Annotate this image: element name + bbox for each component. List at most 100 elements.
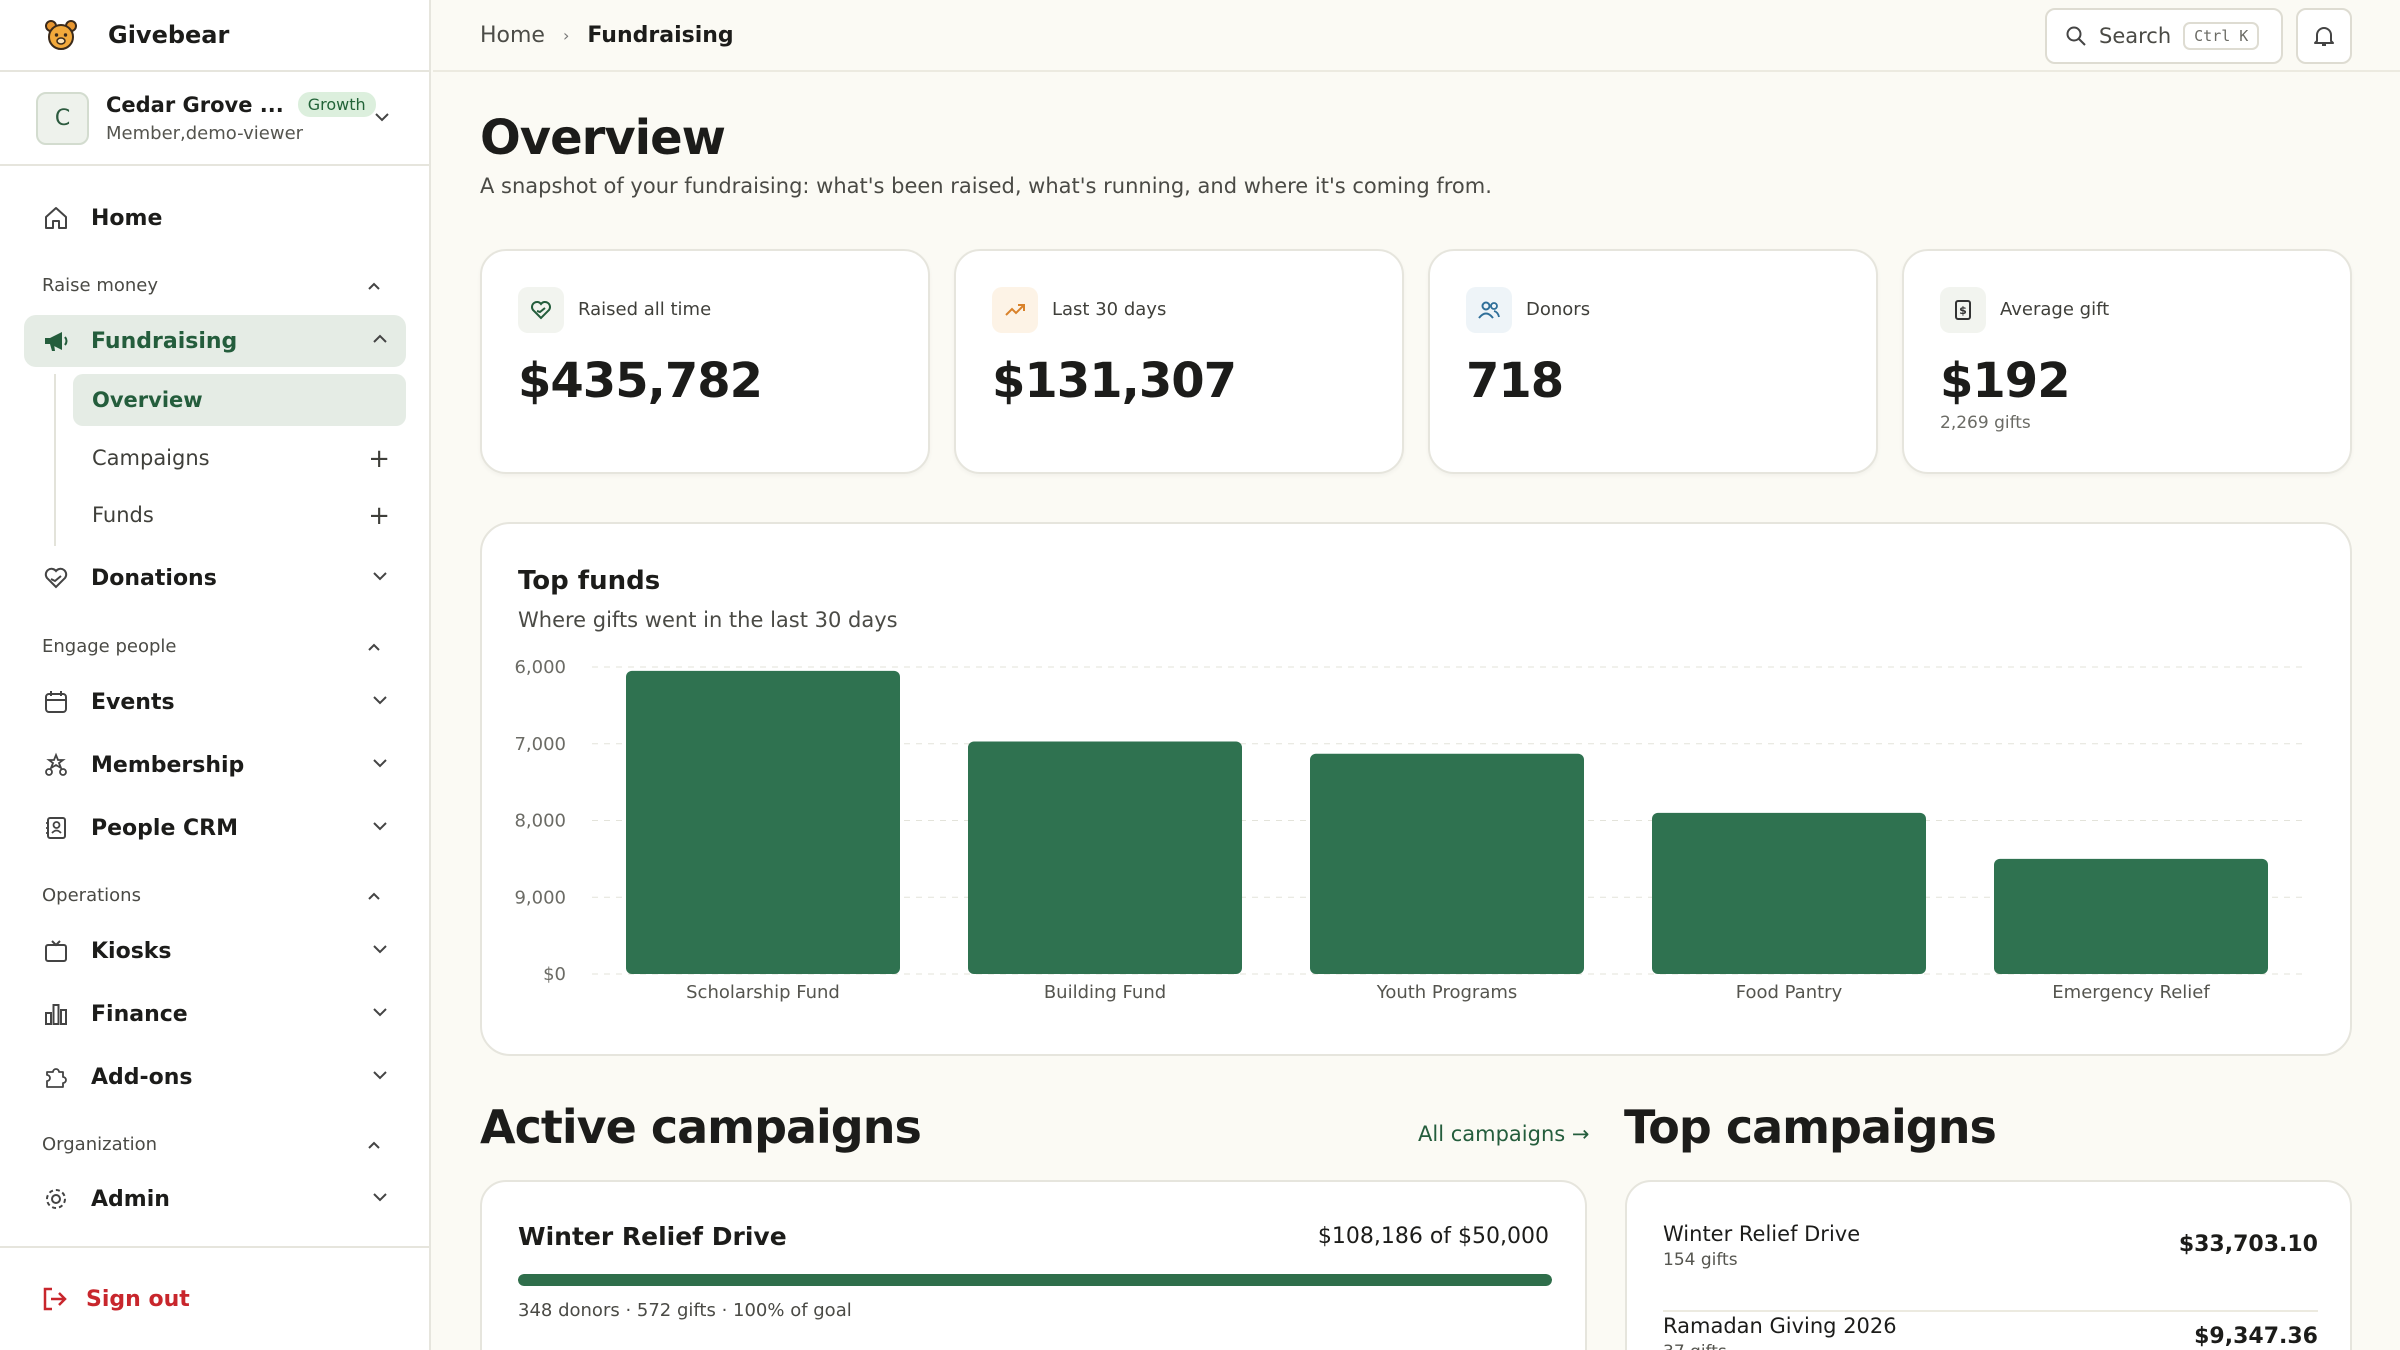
top-campaign-gifts: 37 gifts (1663, 1342, 1727, 1350)
subnav-overview[interactable]: Overview (73, 374, 406, 426)
nav-finance-label: Finance (91, 1001, 188, 1027)
nav-donations[interactable]: Donations (24, 552, 406, 604)
page-title: Overview (480, 110, 726, 166)
sign-out-button[interactable]: Sign out (0, 1246, 431, 1350)
chevron-up-icon (373, 334, 387, 343)
campaign-card[interactable]: Winter Relief Drive $108,186 of $50,000 … (480, 1180, 1587, 1350)
nav-people-crm[interactable]: People CRM (24, 802, 406, 854)
stat-value: $192 (1940, 353, 2071, 409)
nav-admin[interactable]: Admin (24, 1173, 406, 1225)
top-funds-subtitle: Where gifts went in the last 30 days (518, 608, 898, 632)
bar[interactable] (626, 670, 900, 974)
section-engage-people: Engage people (42, 636, 177, 657)
svg-text:$: $ (1959, 304, 1967, 317)
bar[interactable] (1994, 858, 2268, 974)
active-campaigns-title: Active campaigns (480, 1100, 922, 1154)
chevron-up-icon[interactable] (366, 278, 382, 294)
stat-value: $131,307 (992, 353, 1237, 409)
y-tick-label: 7,000 (514, 734, 566, 755)
x-tick-label: Youth Programs (1376, 982, 1518, 1003)
bar[interactable] (968, 741, 1242, 974)
home-icon (42, 204, 70, 232)
subnav-campaigns[interactable]: Campaigns + (73, 432, 406, 484)
gear-icon (42, 1185, 70, 1213)
top-campaign-amount: $33,703.10 (2178, 1232, 2318, 1257)
bar[interactable] (1310, 753, 1584, 974)
nav-membership[interactable]: Membership (24, 739, 406, 791)
org-switcher[interactable]: C Cedar Grove ... Growth Member,demo-view… (0, 72, 429, 166)
chevron-down-icon (373, 759, 387, 768)
campaign-name: Winter Relief Drive (518, 1222, 787, 1251)
add-fund-plus-icon[interactable]: + (368, 501, 390, 531)
chevron-down-icon (373, 1193, 387, 1202)
top-campaign-row[interactable]: Ramadan Giving 2026 37 gifts $9,347.36 (1663, 1312, 2318, 1350)
x-tick-label: Scholarship Fund (686, 982, 840, 1003)
nav-people-crm-label: People CRM (91, 815, 239, 841)
chevron-down-icon (373, 696, 387, 705)
kiosk-icon (42, 937, 70, 965)
nav-addons-label: Add-ons (91, 1064, 193, 1090)
x-tick-label: Emergency Relief (2052, 982, 2210, 1003)
stat-label: Last 30 days (1052, 299, 1167, 320)
heart-hand-icon (518, 287, 564, 333)
nav-admin-label: Admin (91, 1186, 170, 1212)
campaign-meta: 348 donors · 572 gifts · 100% of goal (518, 1300, 852, 1321)
stat-value: 718 (1466, 353, 1564, 409)
nav-fundraising[interactable]: Fundraising (24, 315, 406, 367)
nav-home-label: Home (91, 205, 163, 231)
all-campaigns-link[interactable]: All campaigns → (1418, 1122, 1590, 1146)
subnav-funds[interactable]: Funds + (73, 489, 406, 541)
nav-finance[interactable]: Finance (24, 988, 406, 1040)
heart-hand-icon (42, 564, 70, 592)
section-organization: Organization (42, 1134, 158, 1155)
x-tick-label: Food Pantry (1736, 982, 1843, 1003)
section-operations: Operations (42, 885, 141, 906)
sidebar: Givebear C Cedar Grove ... Growth Member,… (0, 0, 431, 1350)
search-button[interactable]: Search Ctrl K (2045, 8, 2283, 64)
subnav-campaigns-label: Campaigns (92, 446, 210, 470)
search-shortcut: Ctrl K (2183, 22, 2260, 50)
bell-icon (2314, 27, 2334, 46)
add-campaign-plus-icon[interactable]: + (368, 444, 390, 474)
membership-icon (42, 751, 70, 779)
subnav-funds-label: Funds (92, 503, 154, 527)
calendar-icon (42, 688, 70, 716)
top-funds-chart: 6,000 7,000 8,000 9,000 $0 Scholarship Fund Bu… (514, 657, 2302, 1003)
breadcrumb-current: Fundraising (587, 22, 734, 48)
top-campaigns-card: Winter Relief Drive 154 gifts $33,703.10… (1625, 1180, 2352, 1350)
y-tick-label: 6,000 (514, 657, 566, 678)
notifications-button[interactable] (2296, 8, 2352, 64)
users-icon (1466, 287, 1512, 333)
chevron-down-icon (373, 945, 387, 954)
bar[interactable] (1652, 812, 1926, 974)
chevron-up-icon[interactable] (366, 1137, 382, 1153)
chevron-up-icon[interactable] (366, 639, 382, 655)
top-campaign-row[interactable]: Winter Relief Drive 154 gifts $33,703.10 (1663, 1222, 2318, 1312)
nav-membership-label: Membership (91, 752, 245, 778)
receipt-icon: $ (1940, 287, 1986, 333)
topbar: Home › Fundraising Search Ctrl K (433, 0, 2400, 72)
nav-events[interactable]: Events (24, 676, 406, 728)
section-raise-money: Raise money (42, 275, 158, 296)
nav-kiosks[interactable]: Kiosks (24, 925, 406, 977)
stat-value: $435,782 (518, 353, 763, 409)
breadcrumb-home[interactable]: Home (480, 22, 545, 48)
contact-card-icon (42, 814, 70, 842)
chevron-down-icon (375, 113, 389, 122)
stat-label: Raised all time (578, 299, 712, 320)
nav-addons[interactable]: Add-ons (24, 1051, 406, 1103)
chevron-down-icon (373, 822, 387, 831)
stat-card-average-gift: $ Average gift $192 2,269 gifts (1902, 249, 2352, 474)
chevron-up-icon[interactable] (366, 888, 382, 904)
campaign-amount: $108,186 of $50,000 (1317, 1224, 1549, 1249)
nav-home[interactable]: Home (24, 192, 406, 244)
all-campaigns-label: All campaigns (1418, 1122, 1566, 1146)
app-name: Givebear (108, 21, 230, 49)
y-tick-label: 9,000 (514, 887, 566, 908)
nav-kiosks-label: Kiosks (91, 938, 172, 964)
nav-events-label: Events (91, 689, 175, 715)
chevron-down-icon (373, 1071, 387, 1080)
brand[interactable]: Givebear (0, 0, 429, 72)
page-subtitle: A snapshot of your fundraising: what's b… (480, 174, 1492, 198)
breadcrumb-chevron-icon: › (562, 25, 570, 45)
